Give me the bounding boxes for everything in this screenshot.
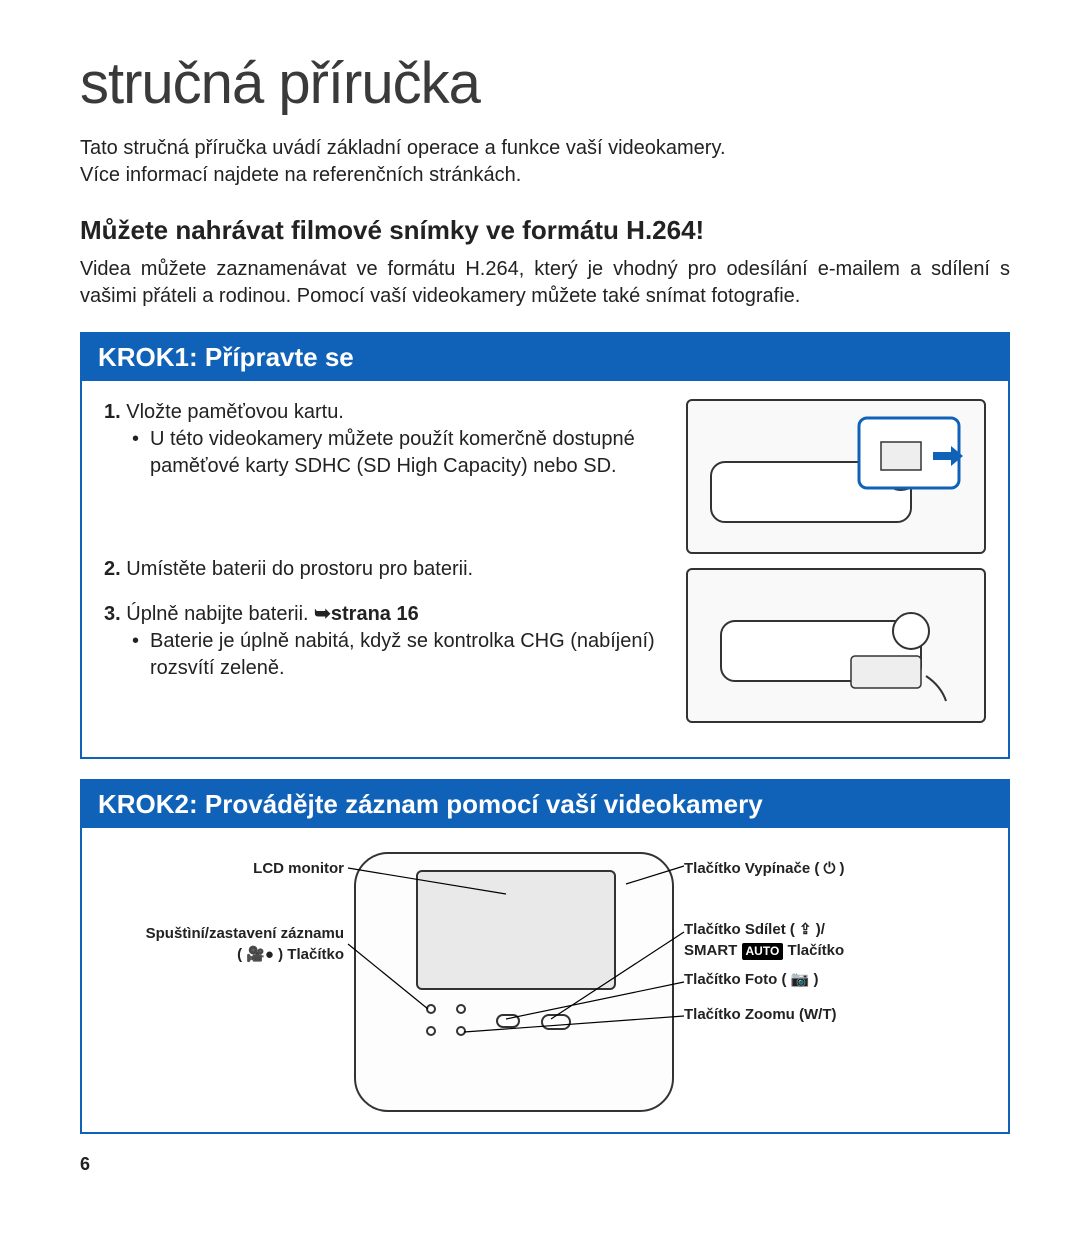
item-number: 3. — [104, 603, 121, 625]
item-number: 1. — [104, 401, 121, 423]
figure-battery — [686, 568, 986, 723]
auto-tag: AUTO — [742, 943, 784, 960]
item-number: 2. — [104, 558, 121, 580]
item-bullet: Baterie je úplně nabitá, když se kontrol… — [104, 628, 668, 682]
step1-block: KROK1: Přípravte se 1. Vložte paměťovou … — [80, 332, 1010, 759]
item-bullet: U této videokamery můžete použít komerčn… — [104, 426, 668, 480]
item-heading: Úplně nabijte baterii. — [126, 603, 314, 625]
label-photo: Tlačítko Foto ( 📷 ) — [684, 969, 944, 990]
step2-body: LCD monitor Spuštìní/zastavení záznamu (… — [82, 828, 1008, 1132]
page-number: 6 — [80, 1154, 1010, 1175]
step1-item-2: 2. Umístěte baterii do prostoru pro bate… — [104, 556, 668, 583]
page-title: stručná příručka — [80, 50, 1010, 117]
item-heading: Vložte paměťovou kartu. — [126, 401, 344, 423]
label-lcd: LCD monitor — [104, 858, 344, 879]
subtitle-body: Videa můžete zaznamenávat ve formátu H.2… — [80, 256, 1010, 310]
label-rec-line1: Spuštìní/zastavení záznamu — [104, 923, 344, 944]
label-smart-post: Tlačítko — [783, 942, 844, 959]
step2-header: KROK2: Provádějte záznam pomocí vaší vid… — [82, 781, 1008, 828]
label-zoom: Tlačítko Zoomu (W/T) — [684, 1004, 944, 1025]
intro-line-1: Tato stručná příručka uvádí základní ope… — [80, 137, 726, 159]
label-power: Tlačítko Vypínače ( ⏻ ) — [684, 858, 944, 879]
page-ref: ➥strana 16 — [314, 603, 419, 625]
step1-item-1: 1. Vložte paměťovou kartu. U této videok… — [104, 399, 668, 480]
item-heading: Umístěte baterii do prostoru pro baterii… — [126, 558, 473, 580]
figure-sd-card — [686, 399, 986, 554]
leader-lines — [356, 854, 672, 1110]
label-rec-line2: ( 🎥● ) Tlačítko — [104, 944, 344, 965]
label-smart-pre: SMART — [684, 942, 742, 959]
step2-block: KROK2: Provádějte záznam pomocí vaší vid… — [80, 779, 1010, 1134]
step1-header: KROK1: Přípravte se — [82, 334, 1008, 381]
intro-text: Tato stručná příručka uvádí základní ope… — [80, 135, 1010, 189]
intro-line-2: Více informací najdete na referenčních s… — [80, 164, 521, 186]
step1-item-3: 3. Úplně nabijte baterii. ➥strana 16 Bat… — [104, 601, 668, 682]
subtitle: Můžete nahrávat filmové snímky ve formát… — [80, 215, 1010, 246]
label-smart: SMART AUTO Tlačítko — [684, 940, 944, 961]
label-share: Tlačítko Sdílet ( ⇪ )/ — [684, 919, 944, 940]
step1-body: 1. Vložte paměťovou kartu. U této videok… — [82, 381, 1008, 757]
device-illustration — [354, 852, 674, 1112]
